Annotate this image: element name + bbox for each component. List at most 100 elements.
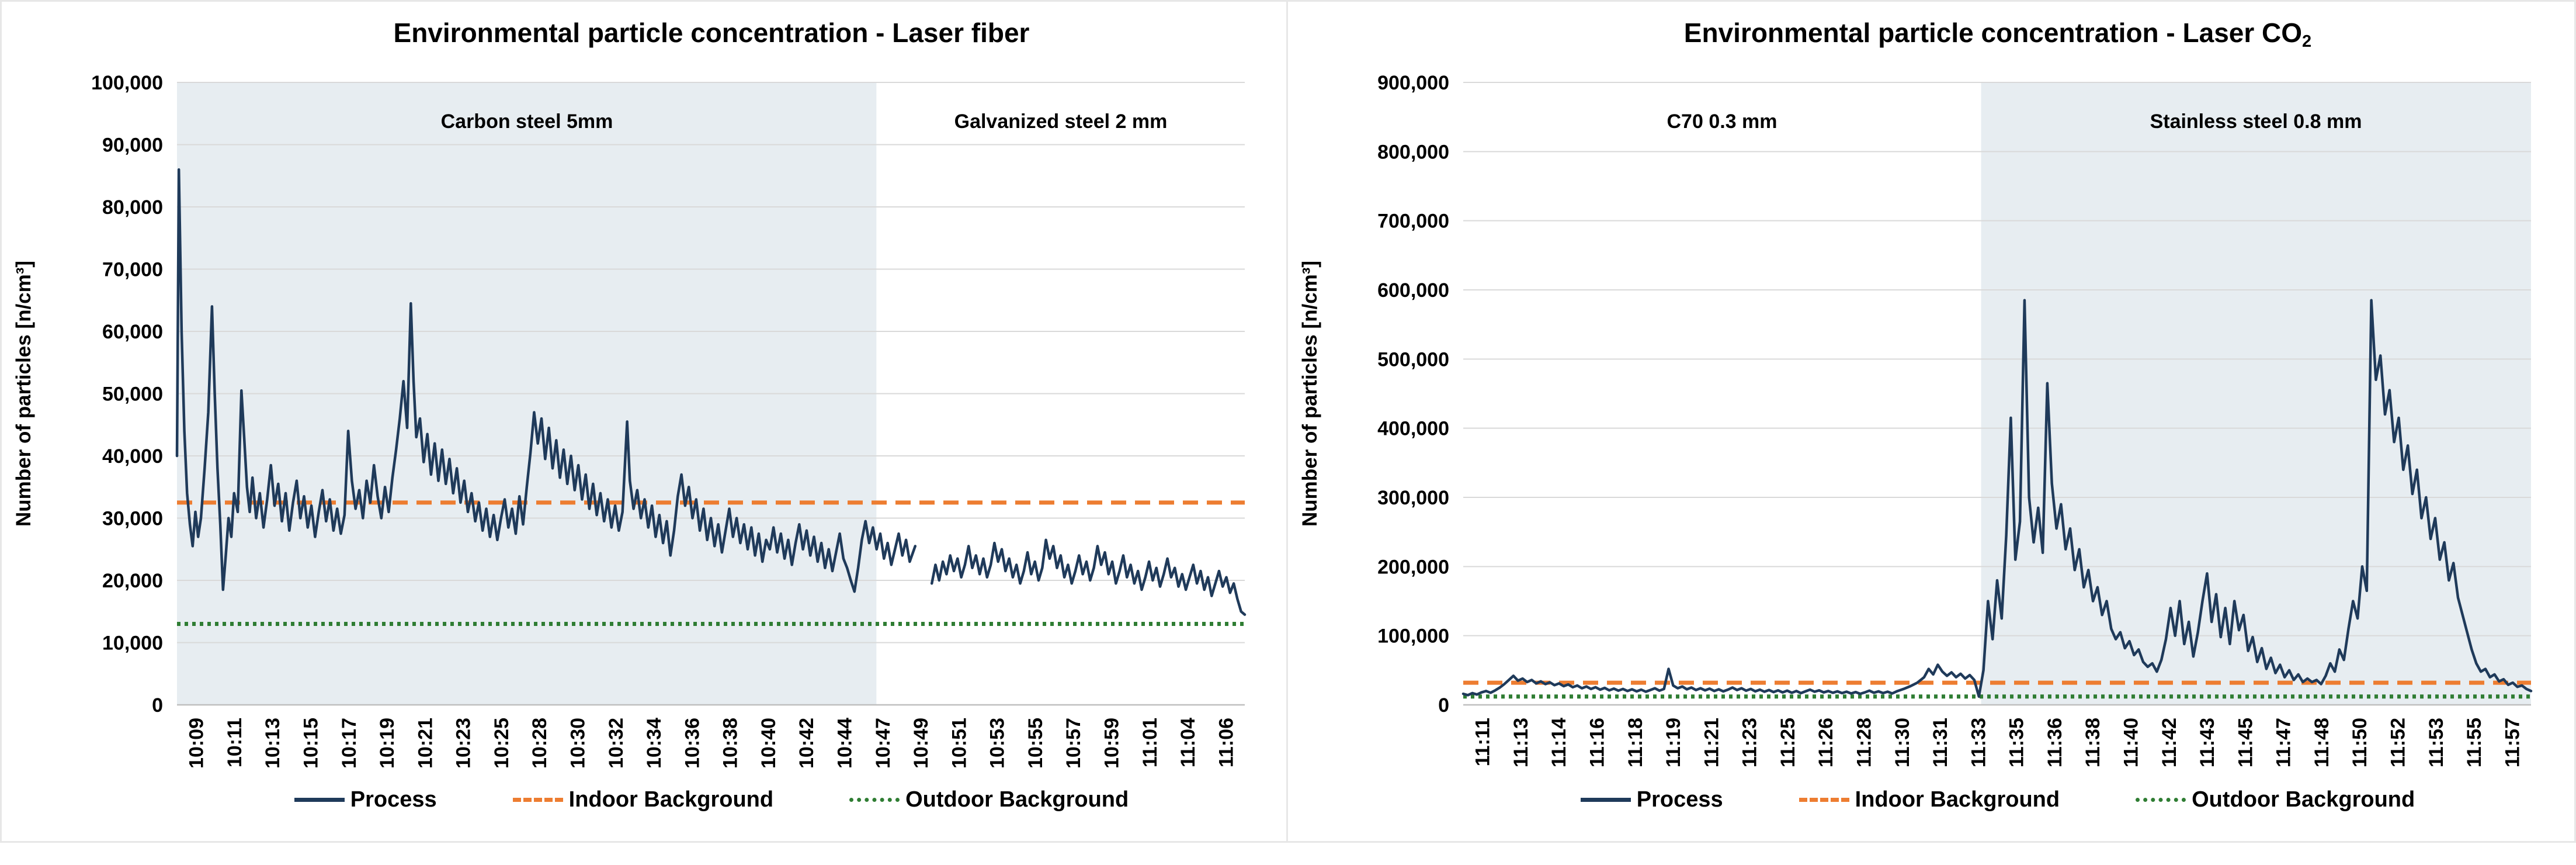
region-label-galvanized-steel: Galvanized steel 2 mm <box>954 110 1168 133</box>
y-tick-label: 90,000 <box>102 134 163 157</box>
x-tick-label: 11:33 <box>1967 718 1990 767</box>
y-tick-label: 30,000 <box>102 508 163 530</box>
x-tick-label: 11:45 <box>2234 718 2256 767</box>
outdoor-background-line-swatch <box>2136 798 2186 802</box>
x-tick-label: 11:48 <box>2311 718 2333 767</box>
y-tick-label: 10,000 <box>102 632 163 655</box>
x-tick-label: 10:44 <box>834 718 856 769</box>
x-tick-label: 10:49 <box>910 718 932 769</box>
x-tick-label: 11:42 <box>2158 718 2181 767</box>
x-tick-label: 11:16 <box>1586 718 1609 767</box>
x-tick-label: 10:53 <box>987 718 1009 769</box>
x-tick-label: 11:52 <box>2387 718 2410 767</box>
x-tick-label: 10:28 <box>529 718 551 769</box>
x-tick-label: 11:50 <box>2349 718 2371 767</box>
x-tick-label: 10:47 <box>872 718 894 769</box>
legend-item-indoor-background: Indoor Background <box>512 787 774 812</box>
y-tick-label: 70,000 <box>102 259 163 281</box>
process-line-swatch <box>1580 798 1631 802</box>
indoor-background-line-swatch <box>512 798 563 802</box>
legend-item-process: Process <box>1580 787 1723 812</box>
legend-label: Process <box>1636 787 1723 812</box>
y-tick-label: 400,000 <box>1377 418 1449 440</box>
x-tick-label: 10:57 <box>1063 718 1085 769</box>
x-tick-label: 10:09 <box>186 718 208 769</box>
x-tick-label: 11:11 <box>1472 718 1494 766</box>
region-label-c70: C70 0.3 mm <box>1667 110 1777 133</box>
legend-item-process: Process <box>294 787 437 812</box>
x-tick-label: 11:43 <box>2196 718 2219 767</box>
chart-title-text: Environmental particle concentration - L… <box>393 18 1030 48</box>
x-tick-label: 11:28 <box>1853 718 1876 767</box>
y-tick-label: 60,000 <box>102 321 163 343</box>
x-tick-label: 11:18 <box>1624 718 1647 767</box>
legend-item-outdoor-background: Outdoor Background <box>2136 787 2415 812</box>
x-tick-label: 11:40 <box>2120 718 2143 767</box>
x-tick-label: 10:11 <box>224 718 246 767</box>
x-tick-label: 10:21 <box>414 718 436 769</box>
legend-item-outdoor-background: Outdoor Background <box>849 787 1129 812</box>
process-line <box>1461 299 2533 698</box>
x-tick-label: 11:35 <box>2006 718 2028 767</box>
x-tick-label: 10:55 <box>1025 718 1047 769</box>
y-tick-label: 50,000 <box>102 383 163 406</box>
x-tick-label: 11:47 <box>2273 718 2295 767</box>
x-tick-label: 10:15 <box>300 718 322 769</box>
x-tick-label: 10:32 <box>605 718 627 769</box>
chart-panel-laser-co2: 0 100,000 200,000 300,000 400,000 500,000 600,… <box>1286 2 2572 841</box>
x-tick-label: 11:21 <box>1700 718 1723 767</box>
x-tick-label: 10:59 <box>1101 718 1123 769</box>
legend-label: Outdoor Background <box>2192 787 2415 812</box>
x-tick-label: 11:13 <box>1510 718 1532 767</box>
x-tick-label: 10:36 <box>681 718 703 769</box>
legend-label: Indoor Background <box>1855 787 2060 812</box>
x-tick-label: 10:23 <box>453 718 475 769</box>
legend: Process Indoor Background Outdoor Backgr… <box>1463 787 2532 812</box>
region-label-carbon-steel: Carbon steel 5mm <box>441 110 613 133</box>
region-label-stainless-steel: Stainless steel 0.8 mm <box>2150 110 2362 133</box>
x-tick-label: 10:38 <box>720 718 742 769</box>
x-tick-label: 11:19 <box>1662 718 1685 767</box>
y-tick-label: 0 <box>152 694 163 717</box>
x-tick-label: 10:19 <box>376 718 398 769</box>
x-tick-label: 11:30 <box>1891 718 1914 767</box>
y-tick-label: 700,000 <box>1377 210 1449 233</box>
y-axis-title: Number of particles [n/cm³] <box>1299 260 1321 527</box>
legend-label: Outdoor Background <box>905 787 1129 812</box>
chart-title-laser-co2: Environmental particle concentration - L… <box>1463 17 2532 51</box>
x-tick-label: 10:17 <box>338 718 360 769</box>
chart-panel-laser-fiber: 0 10,000 20,000 30,000 40,000 50,000 60,000 70,… <box>2 2 1286 841</box>
x-tick-label: 11:06 <box>1215 718 1237 767</box>
x-tick-label: 11:36 <box>2044 718 2066 767</box>
plot-area-laser-fiber: 0 10,000 20,000 30,000 40,000 50,000 60,000 70,… <box>91 72 1247 769</box>
y-tick-label: 500,000 <box>1377 348 1449 371</box>
y-tick-label: 100,000 <box>1377 625 1449 648</box>
outdoor-background-line-swatch <box>849 798 900 802</box>
y-tick-label: 800,000 <box>1377 141 1449 163</box>
x-tick-label: 10:25 <box>491 718 513 769</box>
legend: Process Indoor Background Outdoor Backgr… <box>177 787 1246 812</box>
x-tick-label: 11:25 <box>1777 718 1799 767</box>
x-tick-label: 11:01 <box>1139 718 1161 767</box>
x-tick-label: 10:42 <box>796 718 818 769</box>
y-axis-title: Number of particles [n/cm³] <box>12 260 35 527</box>
process-line-swatch <box>294 798 345 802</box>
x-tick-label: 11:04 <box>1177 718 1199 767</box>
legend-label: Process <box>350 787 437 812</box>
x-tick-label: 11:31 <box>1929 718 1952 767</box>
x-tick-label: 11:55 <box>2463 718 2485 767</box>
x-tick-label: 11:14 <box>1548 718 1570 767</box>
x-tick-label: 11:26 <box>1815 718 1837 767</box>
legend-label: Indoor Background <box>568 787 774 812</box>
x-tick-label: 10:40 <box>758 718 780 769</box>
process-line <box>175 168 1247 616</box>
y-tick-label: 100,000 <box>91 72 163 94</box>
y-tick-label: 200,000 <box>1377 556 1449 578</box>
chart-title-laser-fiber: Environmental particle concentration - L… <box>177 17 1246 51</box>
x-tick-label: 11:23 <box>1739 718 1761 767</box>
x-tick-label: 10:51 <box>948 718 970 769</box>
x-tick-label: 10:34 <box>643 718 665 769</box>
y-tick-label: 900,000 <box>1377 72 1449 94</box>
chart-title-text: Environmental particle concentration - L… <box>1683 18 2303 48</box>
shaded-region <box>1981 82 2531 705</box>
